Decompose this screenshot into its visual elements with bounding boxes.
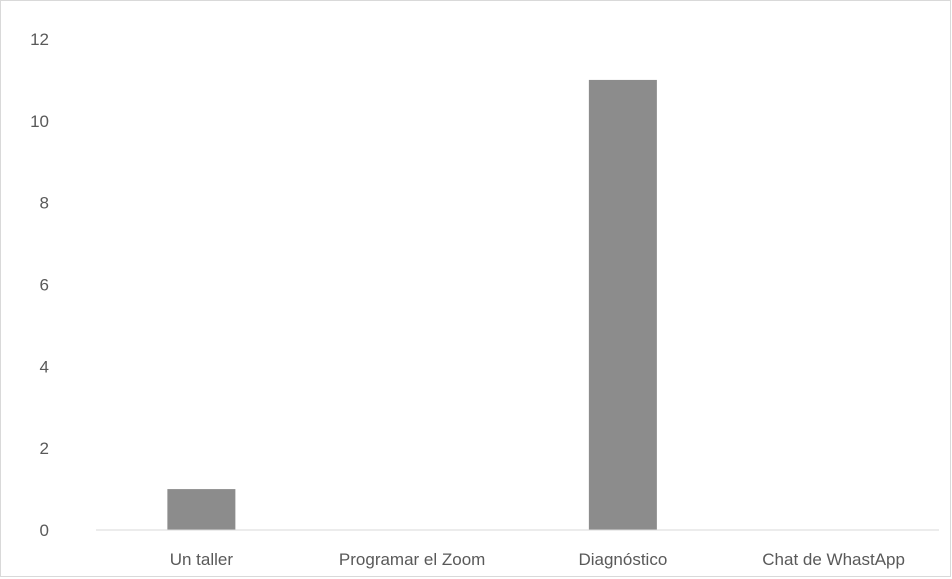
y-tick-label: 0 — [40, 521, 49, 540]
y-axis-tick-labels: 0 2 4 6 8 10 12 — [30, 30, 49, 540]
x-tick-label: Chat de WhastApp — [762, 550, 905, 569]
y-tick-label: 2 — [40, 439, 49, 458]
x-axis-tick-labels: Un taller Programar el Zoom Diagnóstico Cha… — [170, 550, 905, 569]
bar — [588, 79, 657, 531]
x-tick-label: Diagnóstico — [578, 550, 667, 569]
y-tick-label: 10 — [30, 112, 49, 131]
y-tick-label: 8 — [40, 194, 49, 213]
y-tick-label: 6 — [40, 276, 49, 295]
bars-group — [167, 79, 657, 531]
y-tick-label: 12 — [30, 30, 49, 49]
x-tick-label: Un taller — [170, 550, 234, 569]
x-tick-label: Programar el Zoom — [339, 550, 485, 569]
y-tick-label: 4 — [40, 357, 49, 376]
bar — [167, 489, 236, 530]
